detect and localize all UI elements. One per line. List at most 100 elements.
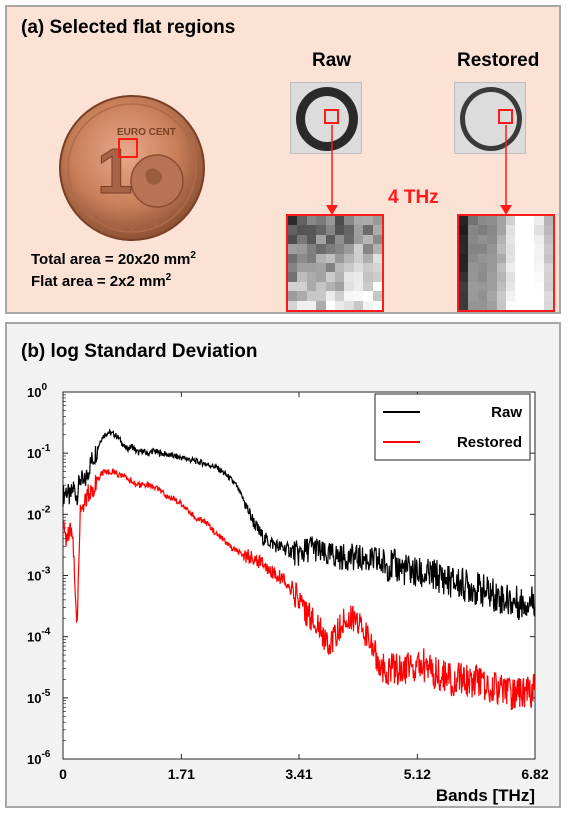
patch-pixel <box>334 216 345 226</box>
patch-pixel <box>524 272 535 282</box>
patch-pixel <box>363 244 373 254</box>
patch-pixel <box>316 291 326 301</box>
panel-a: (a) Selected flat regions 1 EURO CENT To… <box>5 5 561 314</box>
patch-pixel <box>534 253 544 263</box>
patch-pixel <box>524 262 535 273</box>
x-tick-label: 1.71 <box>168 766 195 782</box>
coin-value: 1 <box>97 135 133 207</box>
patch-pixel <box>288 281 298 292</box>
patch-pixel <box>334 262 345 273</box>
patch-pixel <box>477 300 488 310</box>
patch-pixel <box>487 253 497 263</box>
patch-pixel <box>344 291 354 301</box>
patch-pixel <box>496 253 506 263</box>
x-tick-label: 5.12 <box>404 766 431 782</box>
patch-pixel <box>524 300 535 310</box>
patch-pixel <box>297 234 307 245</box>
patch-pixel <box>334 272 345 282</box>
patch-pixel <box>297 300 307 310</box>
patch-pixel <box>459 244 469 254</box>
patch-pixel <box>534 225 544 235</box>
patch-pixel <box>297 272 307 282</box>
patch-pixel <box>316 262 326 273</box>
patch-pixel <box>297 225 307 235</box>
patch-pixel <box>334 253 345 263</box>
restored-thumbnail <box>454 82 526 154</box>
restored-zoom-patch <box>457 214 555 312</box>
patch-pixel <box>363 234 373 245</box>
patch-pixel <box>325 216 335 226</box>
restored-roi <box>498 109 513 124</box>
patch-pixel <box>515 300 525 310</box>
patch-pixel <box>487 262 497 273</box>
patch-pixel <box>353 253 364 263</box>
panel-b: (b) log Standard Deviation 0 1.71 3.41 5.12… <box>5 322 561 808</box>
patch-pixel <box>372 281 382 292</box>
patch-pixel <box>325 225 335 235</box>
patch-pixel <box>306 225 317 235</box>
patch-pixel <box>505 262 516 273</box>
patch-pixel <box>515 216 525 226</box>
patch-pixel <box>306 216 317 226</box>
legend-label: Raw <box>491 404 522 421</box>
patch-pixel <box>543 253 553 263</box>
patch-pixel <box>477 244 488 254</box>
coin-text: EURO CENT <box>117 127 176 138</box>
patch-pixel <box>325 281 335 292</box>
total-area-exponent: 2 <box>190 250 196 261</box>
patch-pixel <box>353 272 364 282</box>
patch-pixel <box>543 244 553 254</box>
patch-pixel <box>534 234 544 245</box>
patch-pixel <box>316 244 326 254</box>
patch-pixel <box>505 281 516 292</box>
patch-pixel <box>288 253 298 263</box>
patch-pixel <box>372 216 382 226</box>
frequency-label: 4 THz <box>388 187 439 208</box>
patch-pixel <box>468 244 478 254</box>
patch-pixel <box>468 281 478 292</box>
raw-arrowhead <box>326 205 338 215</box>
patch-pixel <box>372 225 382 235</box>
patch-pixel <box>363 216 373 226</box>
patch-pixel <box>468 225 478 235</box>
patch-pixel <box>543 281 553 292</box>
patch-pixel <box>288 225 298 235</box>
patch-pixel <box>534 300 544 310</box>
patch-pixel <box>353 262 364 273</box>
patch-pixel <box>468 291 478 301</box>
patch-pixel <box>477 225 488 235</box>
patch-pixel <box>306 272 317 282</box>
panel-b-title: (b) log Standard Deviation <box>21 341 258 362</box>
patch-pixel <box>524 291 535 301</box>
patch-pixel <box>468 300 478 310</box>
patch-pixel <box>515 272 525 282</box>
patch-pixel <box>306 234 317 245</box>
patch-pixel <box>288 300 298 310</box>
restored-arrowhead <box>500 205 512 215</box>
patch-pixel <box>297 216 307 226</box>
patch-pixel <box>353 281 364 292</box>
patch-pixel <box>288 272 298 282</box>
patch-pixel <box>505 216 516 226</box>
patch-pixel <box>372 300 382 310</box>
patch-pixel <box>543 262 553 273</box>
patch-pixel <box>459 253 469 263</box>
patch-pixel <box>334 281 345 292</box>
patch-pixel <box>344 225 354 235</box>
patch-pixel <box>306 281 317 292</box>
patch-pixel <box>487 272 497 282</box>
patch-pixel <box>534 281 544 292</box>
patch-pixel <box>306 291 317 301</box>
patch-pixel <box>505 291 516 301</box>
y-tick-label: 10-2 <box>27 504 51 522</box>
patch-pixel <box>363 300 373 310</box>
patch-pixel <box>334 234 345 245</box>
patch-pixel <box>515 281 525 292</box>
patch-pixel <box>316 300 326 310</box>
patch-pixel <box>534 272 544 282</box>
patch-pixel <box>459 216 469 226</box>
coin-roi <box>118 138 138 158</box>
patch-pixel <box>306 244 317 254</box>
patch-pixel <box>468 234 478 245</box>
patch-pixel <box>487 244 497 254</box>
